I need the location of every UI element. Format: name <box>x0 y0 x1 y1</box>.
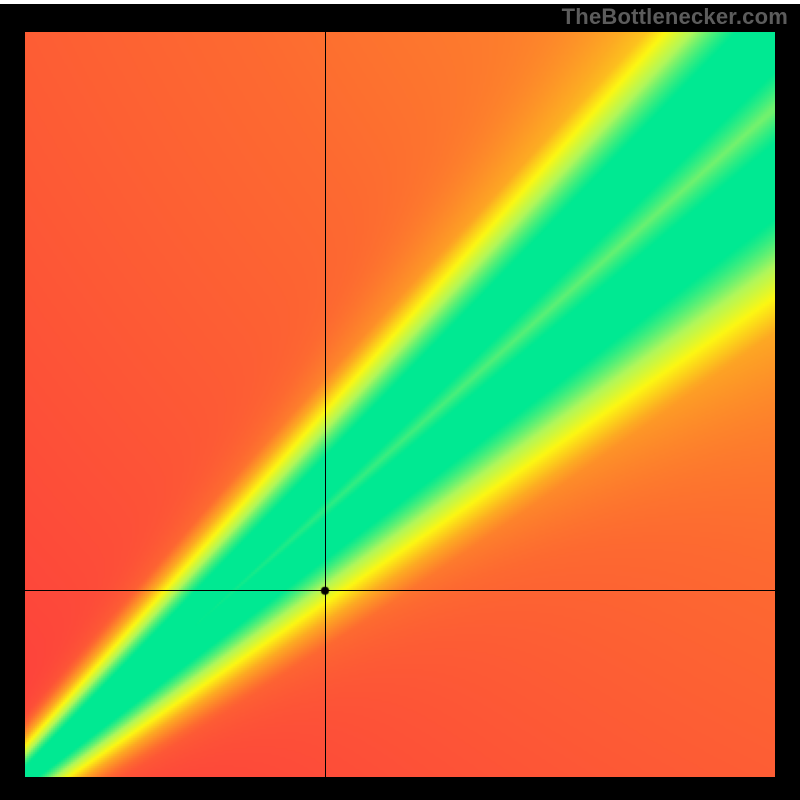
crosshair-vertical <box>325 32 326 777</box>
heatmap-canvas <box>25 32 775 777</box>
chart-wrapper: TheBottlenecker.com <box>0 0 800 800</box>
watermark-text: TheBottlenecker.com <box>562 4 788 30</box>
crosshair-horizontal <box>25 590 775 591</box>
